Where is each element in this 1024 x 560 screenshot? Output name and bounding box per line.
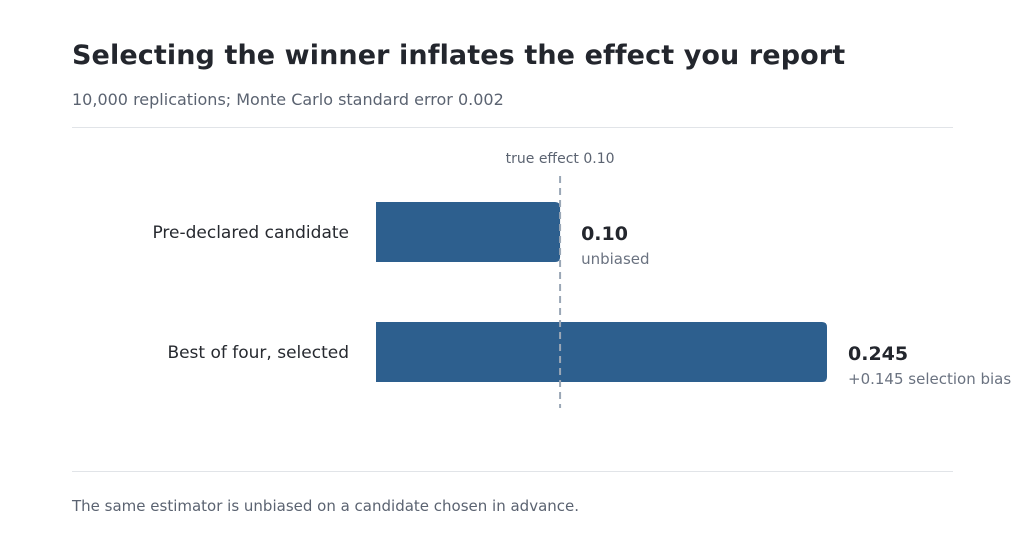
chart-title: Selecting the winner inflates the effect…	[72, 40, 846, 71]
top-divider	[72, 127, 953, 128]
reference-line-label: true effect 0.10	[506, 151, 615, 167]
bar-1	[376, 322, 827, 382]
annotation-label-1: +0.145 selection bias	[848, 370, 1011, 388]
chart-subtitle: 10,000 replications; Monte Carlo standar…	[72, 90, 504, 109]
category-label-0: Pre-declared candidate	[152, 223, 349, 243]
annotation-label-0: unbiased	[581, 250, 649, 268]
bar-0	[376, 202, 561, 262]
footer-note: The same estimator is unbiased on a cand…	[72, 497, 580, 515]
value-label-0: 0.10	[581, 223, 628, 245]
value-label-1: 0.245	[848, 343, 908, 365]
bottom-divider	[72, 471, 953, 472]
category-label-1: Best of four, selected	[167, 343, 349, 363]
